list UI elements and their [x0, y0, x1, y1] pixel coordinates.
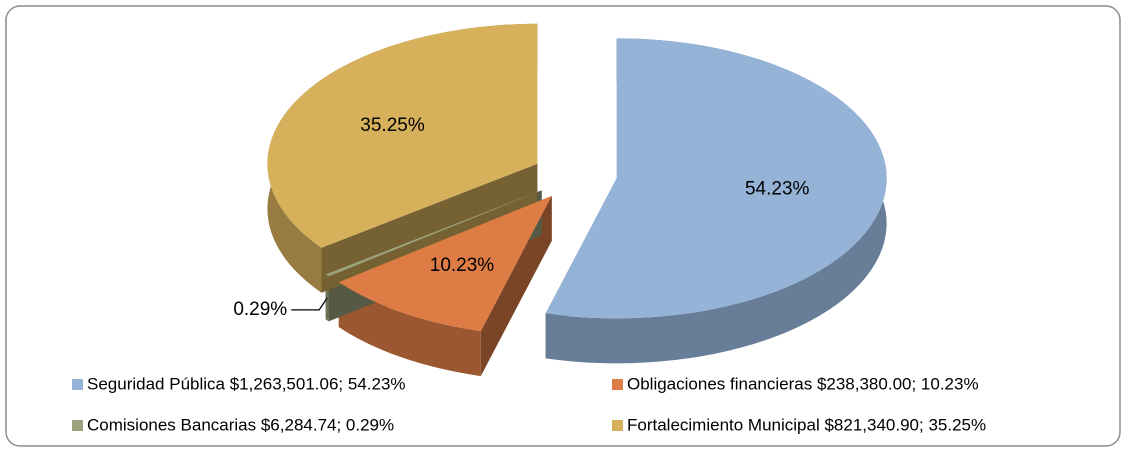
legend-swatch: [612, 420, 623, 431]
data-label: 0.29%: [233, 299, 287, 320]
slice: [325, 190, 542, 277]
legend-label: Comisiones Bancarias $6,284.74; 0.29%: [87, 415, 394, 434]
slice-wall: [321, 163, 538, 293]
legend-swatch: [72, 379, 83, 390]
slice: [267, 23, 538, 248]
data-label: 35.25%: [360, 115, 425, 136]
legend-label: Obligaciones financieras $238,380.00; 10…: [627, 374, 979, 393]
data-label: 10.23%: [430, 255, 495, 276]
slice-side: [338, 282, 481, 377]
legend-swatch: [72, 420, 83, 431]
leader-line: [291, 297, 328, 311]
legend-label: Fortalecimiento Municipal $821,340.90; 3…: [627, 415, 986, 434]
legend-swatch: [612, 379, 623, 390]
slice: [545, 38, 887, 319]
slice: [338, 195, 552, 332]
data-label: 54.23%: [745, 178, 810, 199]
legend-label: Seguridad Pública $1,263,501.06; 54.23%: [87, 374, 406, 393]
